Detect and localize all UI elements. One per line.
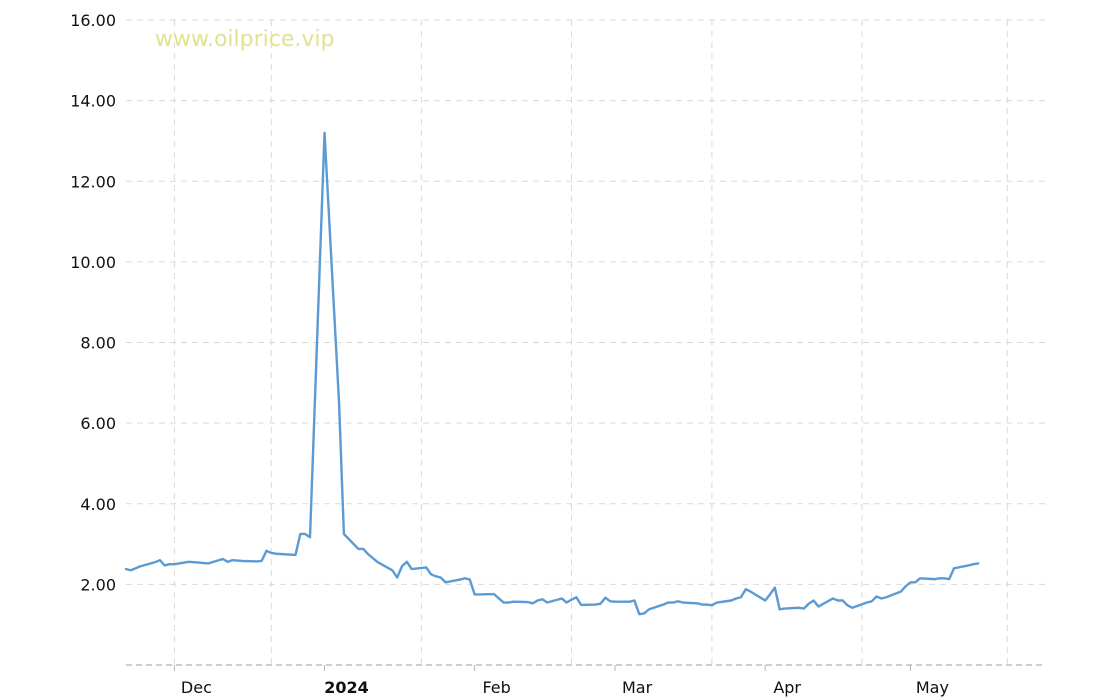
x-tick-label: Mar	[622, 678, 653, 697]
x-tick-label: May	[916, 678, 949, 697]
y-tick-label: 8.00	[80, 334, 116, 353]
y-axis-ticks: 16.00 14.00 12.00 10.00 8.00 6.00 4.00 2.00	[70, 11, 116, 594]
y-tick-label: 14.00	[70, 92, 116, 111]
x-axis-ticks: Dec 2024 Feb Mar Apr May	[173, 665, 949, 697]
x-tick-label: Feb	[482, 678, 510, 697]
grid-lines	[126, 19, 1046, 665]
y-tick-label: 2.00	[80, 575, 116, 594]
series-line	[124, 131, 980, 616]
y-tick-label: 16.00	[70, 11, 116, 30]
x-tick-label: Dec	[181, 678, 212, 697]
y-tick-label: 4.00	[80, 495, 116, 514]
watermark: www.oilprice.vip	[155, 27, 334, 52]
y-tick-label: 10.00	[70, 253, 116, 272]
x-tick-label: 2024	[324, 678, 369, 697]
y-tick-label: 12.00	[70, 172, 116, 191]
x-tick-label: Apr	[773, 678, 801, 697]
y-tick-label: 6.00	[80, 414, 116, 433]
